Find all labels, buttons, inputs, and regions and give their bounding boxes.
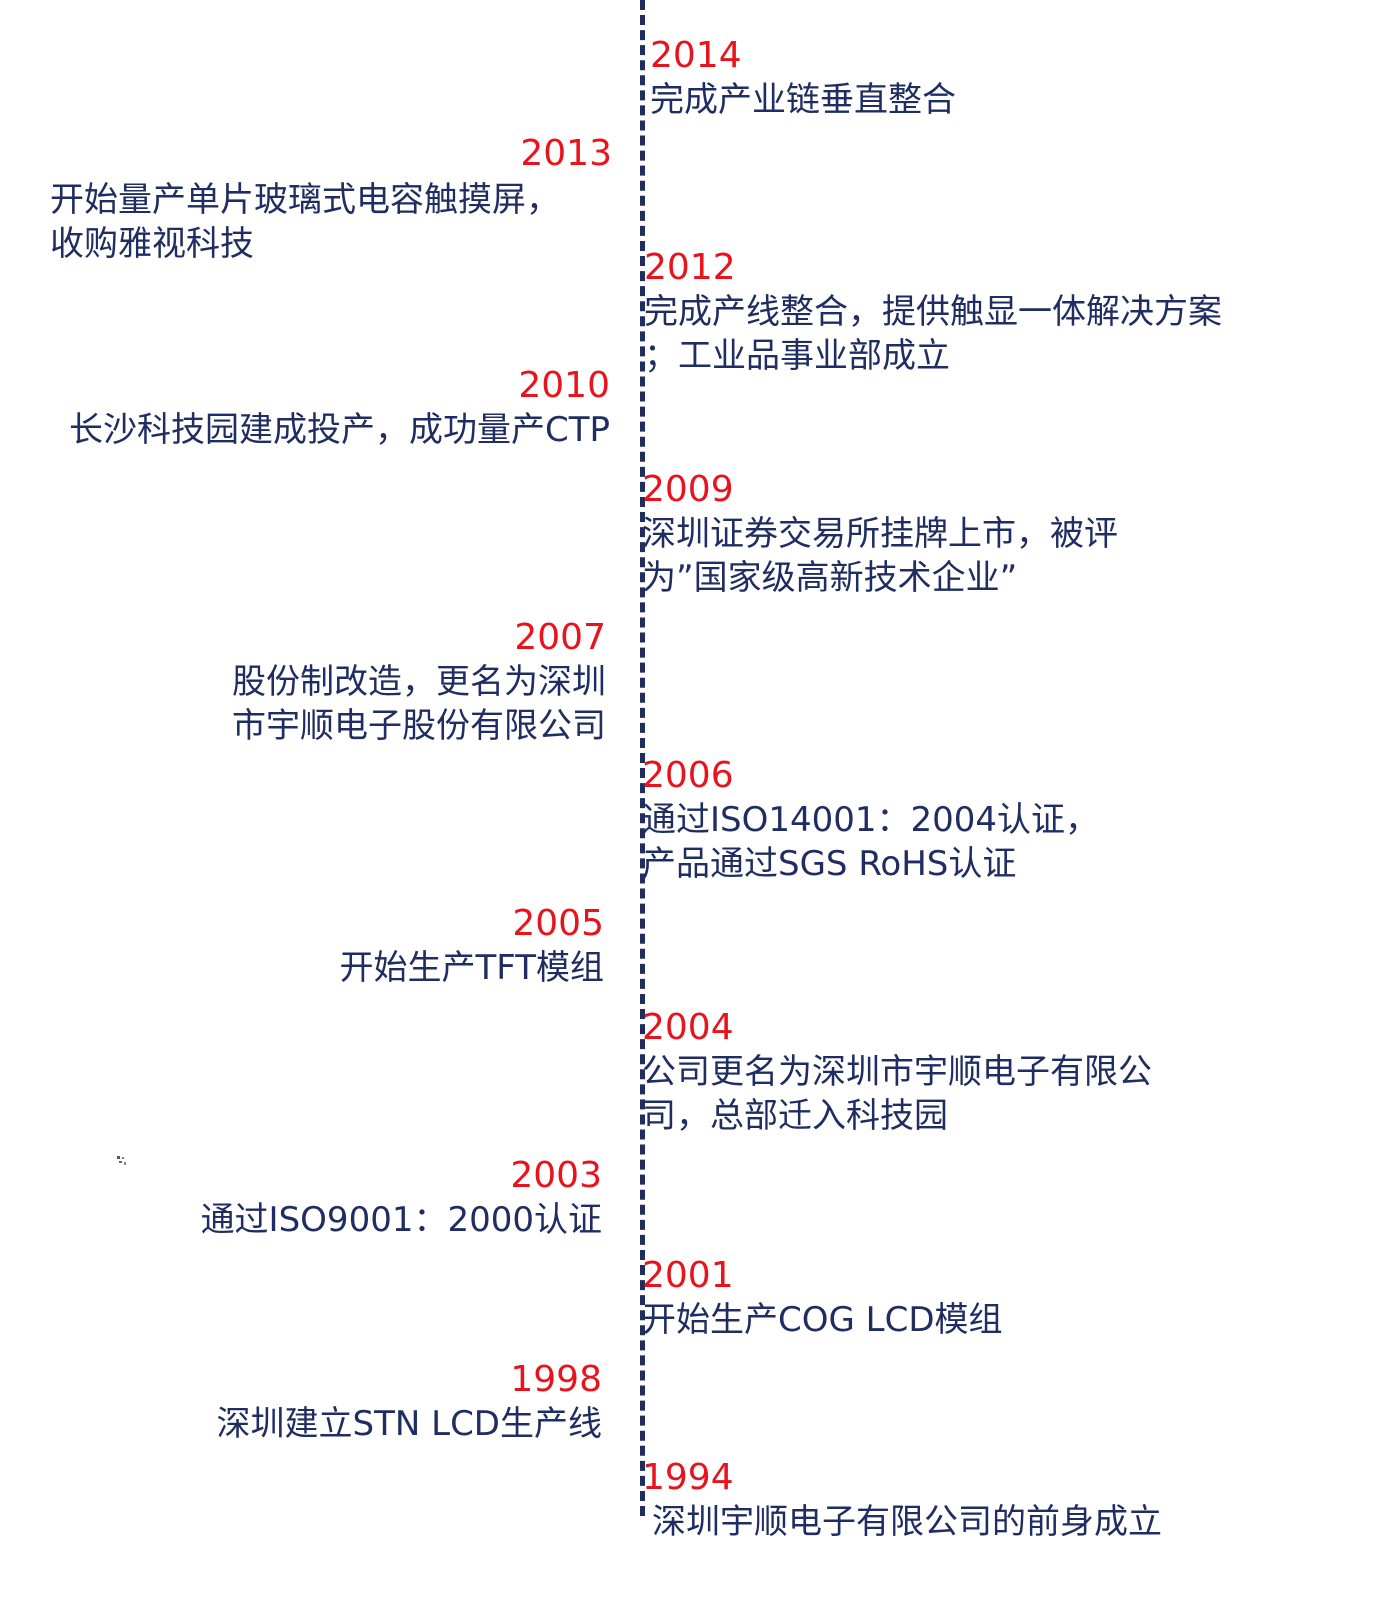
event-description: 完成产业链垂直整合 (650, 78, 956, 122)
timeline-axis (640, 0, 645, 1516)
event-description-line: 开始生产TFT模组 (339, 948, 605, 988)
event-description: 完成产线整合，提供触显一体解决方案 ；工业品事业部成立 (644, 290, 1222, 378)
event-year: 2014 (650, 35, 742, 76)
event-1998: 1998 深圳建立STN LCD生产线 (217, 1358, 602, 1446)
event-description-line: 开始生产COG LCD模组 (642, 1300, 1003, 1340)
event-2004: 2004 公司更名为深圳市宇顺电子有限公 司，总部迁入科技园 (642, 1006, 1152, 1138)
event-description: 通过ISO14001：2004认证， 产品通过SGS RoHS认证 (642, 798, 1099, 886)
event-description-line: 市宇顺电子股份有限公司 (232, 706, 606, 746)
event-2007: 2007 股份制改造，更名为深圳 市宇顺电子股份有限公司 (232, 616, 606, 748)
event-description: 长沙科技园建成投产，成功量产CTP (69, 408, 610, 452)
event-description-line: 股份制改造，更名为深圳 (232, 662, 606, 702)
event-description-line: 深圳宇顺电子有限公司的前身成立 (652, 1502, 1162, 1542)
event-2009: 2009 深圳证券交易所挂牌上市，被评 为”国家级高新技术企业” (642, 468, 1118, 600)
event-2013: 2013 (520, 132, 612, 176)
event-description-line: 通过ISO14001：2004认证， (642, 800, 1100, 840)
event-2012: 2012 完成产线整合，提供触显一体解决方案 ；工业品事业部成立 (644, 246, 1222, 378)
event-year: 2013 (520, 133, 612, 174)
event-description-line: 开始量产单片玻璃式电容触摸屏， (50, 180, 560, 220)
event-description-line: 产品通过SGS RoHS认证 (642, 844, 1017, 884)
event-description-line: 深圳建立STN LCD生产线 (216, 1404, 602, 1444)
event-description: 股份制改造，更名为深圳 市宇顺电子股份有限公司 (232, 660, 606, 748)
event-description-line: 完成产线整合，提供触显一体解决方案 (644, 292, 1222, 332)
event-1994: 1994 深圳宇顺电子有限公司的前身成立 (642, 1456, 1162, 1544)
event-year: 2006 (642, 755, 734, 796)
event-description-line: 收购雅视科技 (50, 224, 254, 264)
event-year: 2009 (642, 469, 734, 510)
event-description: 深圳宇顺电子有限公司的前身成立 (642, 1500, 1162, 1544)
event-description-line: 司，总部迁入科技园 (642, 1096, 948, 1136)
event-2010: 2010 长沙科技园建成投产，成功量产CTP (69, 364, 610, 452)
event-year: 2010 (518, 365, 610, 406)
speck-mark (117, 1156, 126, 1165)
event-description-line: 深圳证券交易所挂牌上市，被评 (642, 514, 1118, 554)
event-2005: 2005 开始生产TFT模组 (340, 902, 605, 990)
event-2014: 2014 完成产业链垂直整合 (650, 34, 956, 122)
event-2013-description: 开始量产单片玻璃式电容触摸屏， 收购雅视科技 (50, 178, 560, 266)
event-year: 2004 (642, 1007, 734, 1048)
event-2006: 2006 通过ISO14001：2004认证， 产品通过SGS RoHS认证 (642, 754, 1099, 886)
event-year: 2001 (642, 1255, 734, 1296)
event-description: 深圳证券交易所挂牌上市，被评 为”国家级高新技术企业” (642, 512, 1118, 600)
event-description: 公司更名为深圳市宇顺电子有限公 司，总部迁入科技园 (642, 1050, 1152, 1138)
event-year: 1998 (510, 1359, 602, 1400)
event-description-line: 为”国家级高新技术企业” (642, 558, 1018, 598)
event-description-line: 完成产业链垂直整合 (650, 80, 956, 120)
event-2003: 2003 通过ISO9001：2000认证 (201, 1154, 602, 1242)
event-year: 1994 (642, 1457, 734, 1498)
event-year: 2003 (510, 1155, 602, 1196)
event-year: 2012 (644, 247, 736, 288)
event-description: 深圳建立STN LCD生产线 (217, 1402, 602, 1446)
event-year: 2005 (512, 903, 604, 944)
event-description: 开始生产COG LCD模组 (642, 1298, 1003, 1342)
event-description-line: 长沙科技园建成投产，成功量产CTP (68, 410, 610, 450)
event-description: 通过ISO9001：2000认证 (201, 1198, 602, 1242)
event-2001: 2001 开始生产COG LCD模组 (642, 1254, 1003, 1342)
event-description: 开始量产单片玻璃式电容触摸屏， 收购雅视科技 (50, 178, 560, 266)
event-year: 2007 (514, 617, 606, 658)
event-description-line: ；工业品事业部成立 (644, 336, 950, 376)
event-description: 开始生产TFT模组 (340, 946, 605, 990)
event-description-line: 通过ISO9001：2000认证 (200, 1200, 602, 1240)
event-description-line: 公司更名为深圳市宇顺电子有限公 (642, 1052, 1152, 1092)
